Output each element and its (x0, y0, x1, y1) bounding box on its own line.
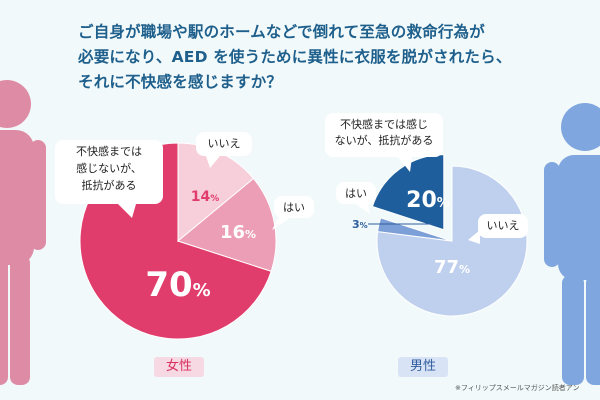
female-bubble-yes: はい (272, 196, 314, 230)
male-bubble-yes: はい (336, 182, 376, 214)
male-pie-chart: 77%3%20% (352, 154, 528, 317)
question-line: 必要になり、AED を使うために異性に衣服を脱がされたら、 (78, 48, 512, 66)
value-label-male-yes: 3% (352, 218, 368, 231)
value-label-female-yes: 16% (220, 222, 256, 243)
bubble-text-line: 感じないが、 (76, 161, 142, 175)
survey-question: ご自身が職場や駅のホームなどで倒れて至急の救命行為が 必要になり、AED を使う… (78, 20, 578, 95)
female-bubble-no: いいえ (196, 132, 252, 168)
pie-slice-female-yes (176, 177, 277, 272)
question-line: ご自身が職場や駅のホームなどで倒れて至急の救命行為が (78, 23, 485, 41)
bubble-text-line: 不快感までは (76, 145, 142, 158)
bubble-text-line: 不快感までは感じ (340, 118, 428, 131)
bubble-text-line: はい (345, 187, 367, 200)
value-label-male-no: 77% (434, 257, 470, 278)
pie-slice-male-no (376, 165, 528, 317)
female-figure-icon (0, 80, 46, 385)
source-note: ※フィリップスメールマガジン読者アン (455, 384, 580, 392)
bubble-text-line: 抵抗がある (82, 178, 137, 192)
bubble-text-line: いいえ (487, 219, 520, 232)
bubble-text-line: ないが、抵抗がある (335, 133, 434, 147)
male-label: 男性 (398, 357, 448, 377)
question-line: それに不快感を感じますか？ (78, 73, 283, 91)
male-bubble-no: いいえ (468, 214, 528, 244)
female-label: 女性 (154, 357, 204, 377)
bubble-text-line: いいえ (208, 137, 241, 150)
male-figure-icon (544, 103, 600, 385)
bubble-text-line: はい (283, 201, 305, 214)
